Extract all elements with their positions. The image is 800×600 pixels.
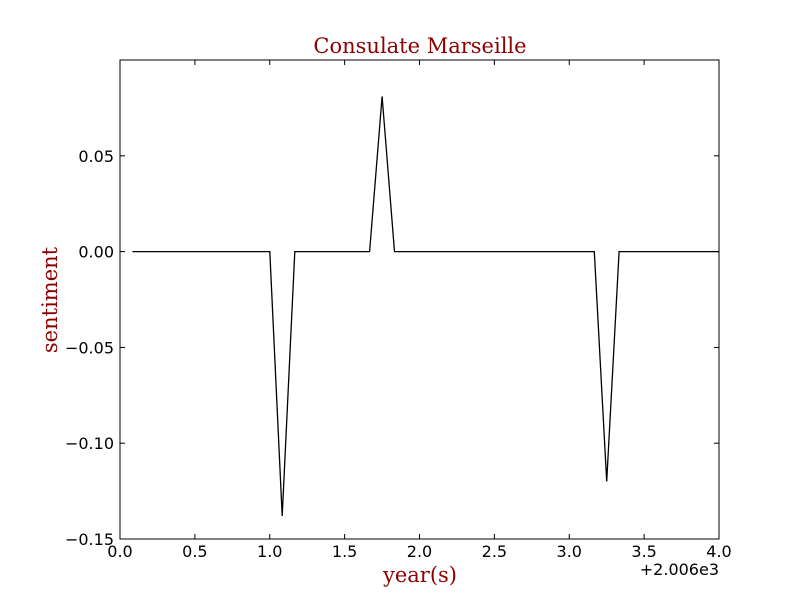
x-tick-label: 3.5	[631, 542, 656, 561]
y-axis-label: sentiment	[38, 246, 62, 353]
x-tick-label: 4.0	[706, 542, 731, 561]
y-tick-label: 0.00	[78, 243, 114, 262]
plot-frame	[119, 59, 720, 540]
x-tick-label: 3.0	[557, 542, 582, 561]
x-axis-label: year(s)	[382, 563, 457, 587]
x-axis-ticks: 0.0 0.5 1.0 1.5 2.0 2.5 3.0 3.5 4.0	[107, 60, 732, 561]
y-tick-label: −0.15	[65, 530, 114, 549]
x-tick-label: 2.0	[407, 542, 432, 561]
y-tick-label: 0.05	[78, 147, 114, 166]
x-tick-label: 1.0	[257, 542, 282, 561]
x-axis-offset-label: +2.006e3	[640, 560, 719, 579]
plot-area	[132, 96, 719, 517]
y-axis-ticks: −0.15 −0.10 −0.05 0.00 0.05	[65, 147, 719, 549]
x-tick-label: 1.5	[332, 542, 357, 561]
x-tick-label: 2.5	[482, 542, 507, 561]
x-tick-label: 0.5	[182, 542, 207, 561]
x-tick-label: 0.0	[107, 542, 132, 561]
series-line	[132, 96, 719, 517]
chart-title: Consulate Marseille	[313, 34, 526, 58]
y-tick-label: −0.05	[65, 338, 114, 357]
y-tick-label: −0.10	[65, 434, 114, 453]
